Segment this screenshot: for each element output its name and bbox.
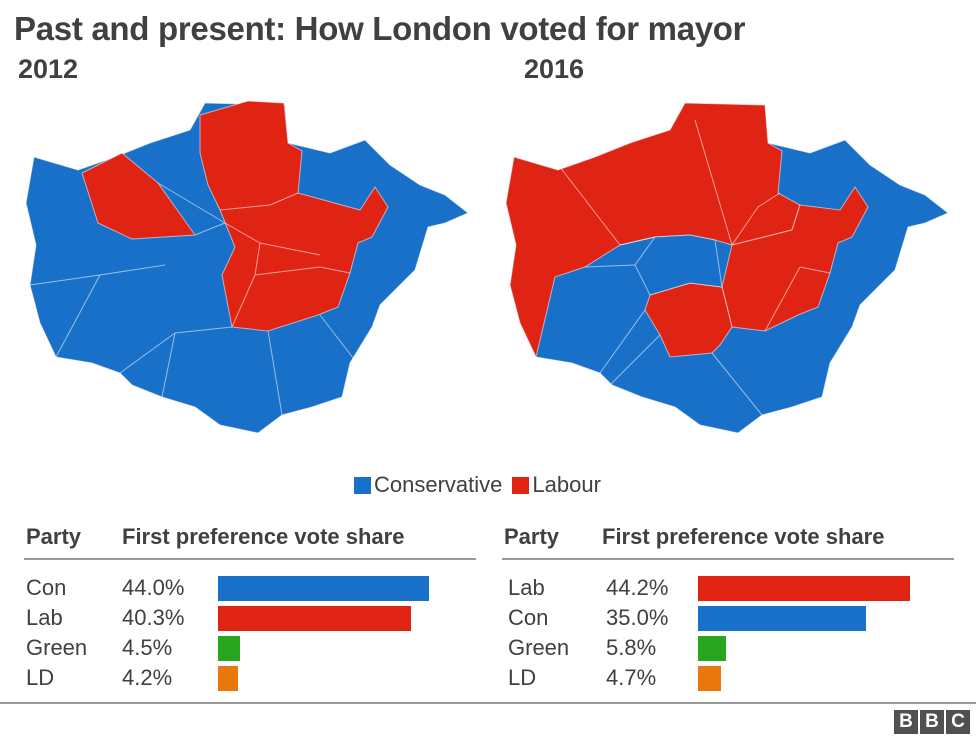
party-name: Lab <box>508 575 545 600</box>
legend-label-labour: Labour <box>532 472 601 497</box>
inner-boundaries <box>559 119 831 416</box>
party-name: Lab <box>26 605 63 630</box>
table-row: LD 4.2% <box>24 662 476 692</box>
vote-share: 44.0% <box>122 575 185 600</box>
column-header-party: Party <box>504 524 560 549</box>
table-row: LD 4.7% <box>502 662 954 692</box>
map-year-2016: 2016 <box>524 54 585 84</box>
vote-bar <box>218 576 430 601</box>
table-row: Con 44.0% <box>24 572 476 602</box>
vote-bar <box>218 666 239 691</box>
vote-share: 44.2% <box>606 575 669 600</box>
party-name: Con <box>508 605 549 630</box>
vote-share: 5.8% <box>606 635 657 660</box>
bbc-logo-block: B <box>920 710 944 734</box>
map-year-2012: 2012 <box>18 54 79 84</box>
table-header: Party First preference vote share <box>24 522 476 560</box>
vote-share-table-2012: Party First preference vote share Con 44… <box>24 522 476 692</box>
legend-swatch-conservative <box>354 476 371 494</box>
legend-swatch-labour <box>512 476 530 494</box>
footer-divider <box>0 702 976 704</box>
vote-share: 35.0% <box>606 605 669 630</box>
bbc-logo-block: C <box>946 710 970 734</box>
north-east-central-labour <box>199 100 389 332</box>
party-name: LD <box>508 665 537 690</box>
party-name: Con <box>26 575 67 600</box>
table-row: Lab 40.3% <box>24 602 476 632</box>
page-title: Past and present: How London voted for m… <box>14 10 746 47</box>
east-central-labour <box>721 186 869 332</box>
bbc-logo: B B C <box>892 710 970 734</box>
table-row: Lab 44.2% <box>502 572 954 602</box>
vote-bar <box>698 666 721 691</box>
legend-label-conservative: Conservative <box>374 472 503 497</box>
vote-share: 4.7% <box>606 665 657 690</box>
bbc-logo-block: B <box>894 710 918 734</box>
party-name: Green <box>508 635 570 660</box>
table-row: Green 4.5% <box>24 632 476 662</box>
column-header-party: Party <box>26 524 82 549</box>
vote-share: 4.2% <box>122 665 173 690</box>
column-header-share: First preference vote share <box>602 524 885 549</box>
london-map-2012 <box>25 100 469 434</box>
column-header-share: First preference vote share <box>122 524 405 549</box>
table-row: Con 35.0% <box>502 602 954 632</box>
westminster-conservative <box>634 234 723 296</box>
table-header: Party First preference vote share <box>502 522 954 560</box>
inner-boundaries <box>29 182 361 416</box>
vote-share-table-2016: Party First preference vote share Lab 44… <box>502 522 954 692</box>
london-map-2016 <box>505 102 949 434</box>
legend-item-conservative: Conservative <box>354 472 502 498</box>
legend-item-labour: Labour <box>512 472 601 498</box>
vote-bar <box>218 606 412 631</box>
party-name: Green <box>26 635 88 660</box>
vote-bar <box>218 636 240 661</box>
vote-bar <box>698 636 726 661</box>
table-row: Green 5.8% <box>502 632 954 662</box>
party-name: LD <box>26 665 55 690</box>
map-legend: Conservative Labour <box>354 472 611 498</box>
vote-share: 40.3% <box>122 605 185 630</box>
vote-bar <box>698 606 866 631</box>
vote-bar <box>698 576 911 601</box>
vote-share: 4.5% <box>122 635 173 660</box>
